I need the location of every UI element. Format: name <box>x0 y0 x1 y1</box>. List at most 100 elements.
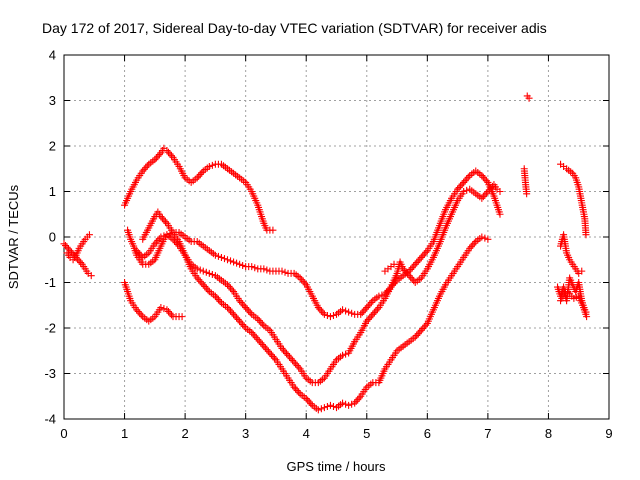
data-point <box>481 175 489 183</box>
data-point <box>166 309 174 317</box>
data-point <box>269 352 277 360</box>
x-tick-label: 8 <box>545 426 552 441</box>
data-point <box>133 306 141 314</box>
y-tick-label: -2 <box>44 321 56 336</box>
data-point <box>255 317 263 325</box>
data-point <box>479 193 487 201</box>
data-point <box>354 396 362 404</box>
data-point <box>224 256 231 264</box>
data-point <box>199 281 207 289</box>
data-point <box>195 172 203 180</box>
data-point <box>171 237 179 245</box>
data-point <box>199 267 207 275</box>
data-point <box>320 404 328 412</box>
data-point <box>292 360 300 368</box>
data-point <box>414 257 422 265</box>
data-point <box>167 152 175 160</box>
data-point <box>164 308 172 316</box>
data-point <box>245 307 253 315</box>
data-point <box>296 274 304 282</box>
data-point <box>134 308 142 316</box>
data-point <box>290 383 298 391</box>
data-point <box>230 258 238 266</box>
data-point <box>326 401 334 409</box>
data-point <box>307 400 315 408</box>
data-point <box>240 302 248 310</box>
data-point <box>326 313 334 321</box>
data-point <box>496 210 504 218</box>
data-point <box>316 305 324 313</box>
x-tick-label: 7 <box>484 426 491 441</box>
data-point <box>225 305 233 313</box>
data-point <box>464 173 472 181</box>
data-point <box>139 167 147 175</box>
x-tick-label: 3 <box>242 426 249 441</box>
data-point <box>152 154 160 162</box>
data-point <box>172 239 180 247</box>
data-point <box>214 252 222 260</box>
data-point <box>461 177 469 185</box>
data-point <box>384 286 392 294</box>
data-point <box>196 170 204 178</box>
data-point <box>270 354 278 362</box>
data-point <box>163 306 171 314</box>
data-point <box>364 302 372 310</box>
data-point <box>252 334 260 342</box>
y-tick-label: 1 <box>49 184 56 199</box>
data-point <box>387 283 395 291</box>
data-point <box>193 265 201 273</box>
data-point <box>422 321 430 329</box>
data-point <box>248 329 256 337</box>
data-point <box>478 194 486 202</box>
data-point <box>243 305 251 313</box>
data-point <box>372 307 380 315</box>
data-point <box>361 305 369 313</box>
data-point <box>155 151 163 159</box>
data-point <box>236 297 244 305</box>
data-point <box>422 248 430 256</box>
data-point <box>467 243 475 251</box>
data-point <box>225 282 233 290</box>
data-point <box>280 346 288 354</box>
data-point <box>254 335 262 343</box>
data-point <box>304 396 312 404</box>
data-point <box>213 294 221 302</box>
data-point <box>342 400 350 408</box>
data-point <box>375 292 383 300</box>
data-point <box>289 356 297 364</box>
data-point <box>166 150 174 158</box>
data-point <box>155 235 163 243</box>
data-point <box>317 405 325 413</box>
data-point <box>239 261 247 269</box>
y-tick-label: -3 <box>44 366 56 381</box>
data-point <box>293 362 301 370</box>
data-point <box>469 241 477 249</box>
data-point <box>355 394 363 402</box>
data-point <box>470 239 478 247</box>
data-point <box>142 164 150 172</box>
data-point <box>231 312 239 320</box>
data-point <box>583 313 591 321</box>
data-point <box>255 337 263 345</box>
x-axis-label: GPS time / hours <box>287 459 386 474</box>
data-point <box>208 161 216 169</box>
data-point <box>178 313 186 321</box>
data-point <box>258 320 266 328</box>
data-point <box>75 257 83 265</box>
data-point <box>323 311 331 319</box>
data-point <box>201 282 209 290</box>
data-point <box>481 191 489 199</box>
data-point <box>260 265 268 273</box>
x-tick-label: 2 <box>181 426 188 441</box>
data-point <box>224 304 231 312</box>
data-point <box>254 315 262 323</box>
data-point <box>420 250 428 258</box>
data-point <box>329 311 337 319</box>
x-tick-label: 5 <box>363 426 370 441</box>
data-point <box>454 185 462 193</box>
data-point <box>198 279 206 287</box>
data-point <box>458 180 466 188</box>
data-point <box>290 358 298 366</box>
data-point <box>205 269 213 277</box>
data-point <box>169 235 177 243</box>
